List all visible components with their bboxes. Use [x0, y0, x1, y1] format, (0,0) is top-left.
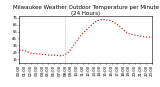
- Title: Milwaukee Weather Outdoor Temperature per Minute (24 Hours): Milwaukee Weather Outdoor Temperature pe…: [13, 5, 159, 16]
